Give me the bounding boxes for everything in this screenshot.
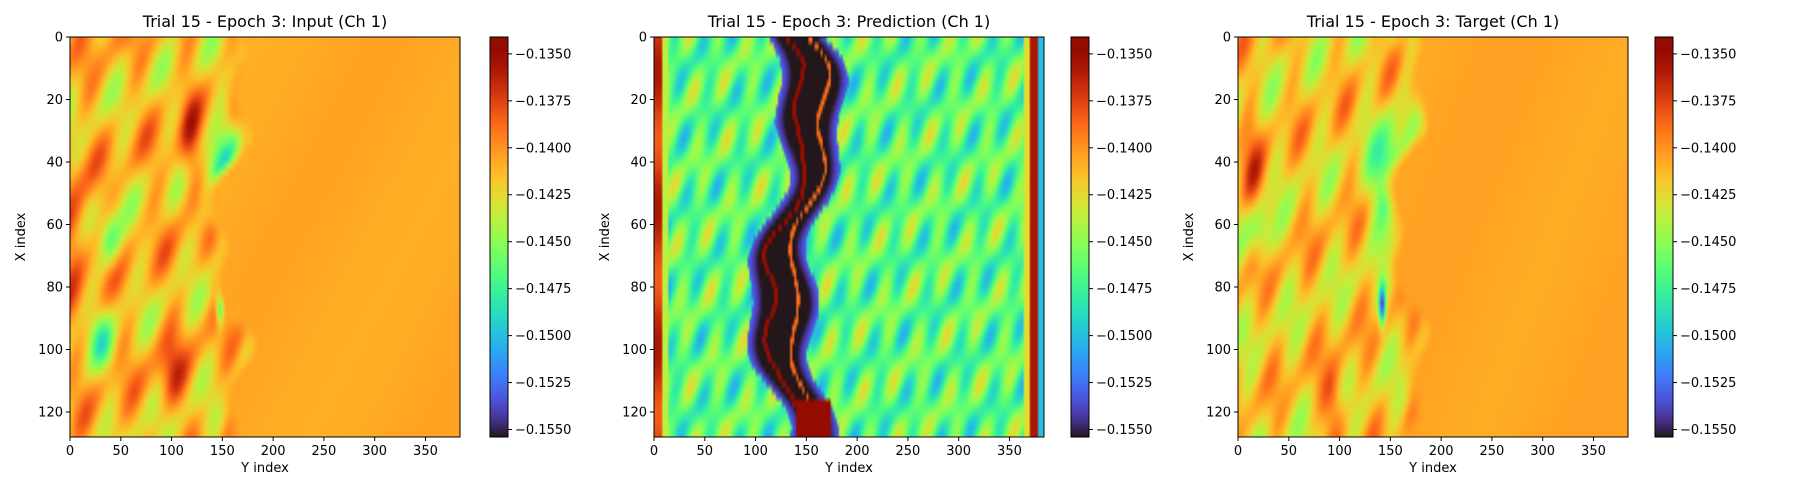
x-axis-label: Y index [240, 461, 289, 476]
colorbar-tick-label: −0.1350 [1680, 47, 1736, 62]
x-tick-label: 250 [895, 444, 920, 459]
heatmap-image [70, 37, 460, 437]
colorbar-tick-label: −0.1525 [1680, 376, 1736, 391]
x-tick-label: 250 [1479, 444, 1504, 459]
y-tick-label: 40 [1214, 156, 1231, 171]
x-tick-label: 300 [362, 444, 387, 459]
colorbar-tick-label: −0.1450 [515, 235, 571, 250]
x-tick-label: 0 [1234, 444, 1242, 459]
x-tick-label: 200 [261, 444, 286, 459]
axes-frame [1237, 36, 1629, 438]
x-tick-label: 200 [845, 444, 870, 459]
y-tick-label: 120 [1206, 406, 1231, 421]
heatmap-panel-2: Trial 15 - Epoch 3: Prediction (Ch 1) 0 50… [598, 12, 1152, 476]
heatmap-image [654, 37, 1044, 437]
x-tick-label: 100 [159, 444, 184, 459]
y-tick-label: 80 [630, 281, 647, 296]
colorbar: −0.1350 −0.1375 −0.1400 −0.1425 −0.1450 −0.14… [1654, 36, 1736, 438]
y-axis-label: X index [1182, 212, 1197, 261]
y-tick-label: 100 [38, 343, 63, 358]
colorbar-tick-label: −0.1450 [1096, 235, 1152, 250]
colorbar-gradient [1654, 36, 1674, 438]
colorbar-tick-label: −0.1550 [515, 423, 571, 438]
y-tick-label: 120 [622, 406, 647, 421]
heatmap-panel-1: Trial 15 - Epoch 3: Input (Ch 1) 0 50 100 15… [14, 12, 571, 476]
colorbar: −0.1350 −0.1375 −0.1400 −0.1425 −0.1450 −0.14… [1070, 36, 1152, 438]
colorbar-gradient [489, 36, 509, 438]
y-axis-label: X index [14, 212, 29, 261]
heatmap-image [1238, 37, 1628, 437]
chart-title: Trial 15 - Epoch 3: Target (Ch 1) [1306, 12, 1559, 31]
colorbar-tick-label: −0.1400 [1680, 141, 1736, 156]
chart-title: Trial 15 - Epoch 3: Input (Ch 1) [142, 12, 387, 31]
colorbar-gradient [1070, 36, 1090, 438]
y-tick-label: 100 [622, 343, 647, 358]
x-tick-label: 0 [66, 444, 74, 459]
colorbar-tick-label: −0.1475 [515, 282, 571, 297]
x-axis-label: Y index [824, 461, 873, 476]
y-tick-label: 20 [1214, 93, 1231, 108]
x-tick-label: 100 [743, 444, 768, 459]
colorbar-tick-label: −0.1475 [1096, 282, 1152, 297]
y-tick-label: 0 [639, 31, 647, 46]
colorbar-tick-label: −0.1525 [1096, 376, 1152, 391]
heatmap-panel-3: Trial 15 - Epoch 3: Target (Ch 1) 0 50 100 1… [1182, 12, 1736, 476]
x-tick-label: 350 [413, 444, 438, 459]
colorbar-tick-label: −0.1375 [1680, 94, 1736, 109]
axes-frame [69, 36, 461, 438]
x-tick-label: 100 [1327, 444, 1352, 459]
colorbar-tick-label: −0.1550 [1096, 423, 1152, 438]
colorbar-tick-label: −0.1500 [1096, 329, 1152, 344]
y-tick-label: 0 [55, 31, 63, 46]
x-tick-label: 250 [311, 444, 336, 459]
y-tick-label: 40 [46, 156, 63, 171]
y-axis-label: X index [598, 212, 613, 261]
colorbar-tick-label: −0.1475 [1680, 282, 1736, 297]
y-tick-label: 80 [46, 281, 63, 296]
colorbar-tick-label: −0.1525 [515, 376, 571, 391]
colorbar-tick-label: −0.1425 [515, 188, 571, 203]
x-tick-label: 300 [1530, 444, 1555, 459]
colorbar-tick-label: −0.1500 [1680, 329, 1736, 344]
colorbar-tick-label: −0.1400 [515, 141, 571, 156]
chart-title: Trial 15 - Epoch 3: Prediction (Ch 1) [707, 12, 990, 31]
x-tick-label: 150 [794, 444, 819, 459]
y-tick-label: 0 [1223, 31, 1231, 46]
x-tick-label: 50 [1281, 444, 1298, 459]
y-tick-label: 20 [630, 93, 647, 108]
colorbar-tick-label: −0.1400 [1096, 141, 1152, 156]
colorbar: −0.1350 −0.1375 −0.1400 −0.1425 −0.1450 −0.14… [489, 36, 571, 438]
y-tick-label: 60 [630, 218, 647, 233]
x-tick-label: 50 [113, 444, 130, 459]
x-tick-label: 350 [997, 444, 1022, 459]
colorbar-tick-label: −0.1375 [515, 94, 571, 109]
colorbar-tick-label: −0.1350 [1096, 47, 1152, 62]
y-tick-label: 120 [38, 406, 63, 421]
colorbar-tick-label: −0.1500 [515, 329, 571, 344]
y-tick-label: 60 [1214, 218, 1231, 233]
x-tick-label: 0 [650, 444, 658, 459]
colorbar-tick-label: −0.1350 [515, 47, 571, 62]
colorbar-tick-label: −0.1550 [1680, 423, 1736, 438]
y-tick-label: 20 [46, 93, 63, 108]
x-axis-label: Y index [1408, 461, 1457, 476]
x-tick-label: 150 [1378, 444, 1403, 459]
x-tick-label: 200 [1429, 444, 1454, 459]
x-tick-label: 50 [697, 444, 714, 459]
x-tick-label: 150 [210, 444, 235, 459]
y-tick-label: 80 [1214, 281, 1231, 296]
axes-frame [653, 36, 1045, 438]
x-tick-label: 350 [1581, 444, 1606, 459]
x-tick-label: 300 [946, 444, 971, 459]
y-tick-label: 40 [630, 156, 647, 171]
colorbar-tick-label: −0.1375 [1096, 94, 1152, 109]
colorbar-tick-label: −0.1425 [1680, 188, 1736, 203]
colorbar-tick-label: −0.1450 [1680, 235, 1736, 250]
colorbar-tick-label: −0.1425 [1096, 188, 1152, 203]
y-tick-label: 100 [1206, 343, 1231, 358]
y-tick-label: 60 [46, 218, 63, 233]
